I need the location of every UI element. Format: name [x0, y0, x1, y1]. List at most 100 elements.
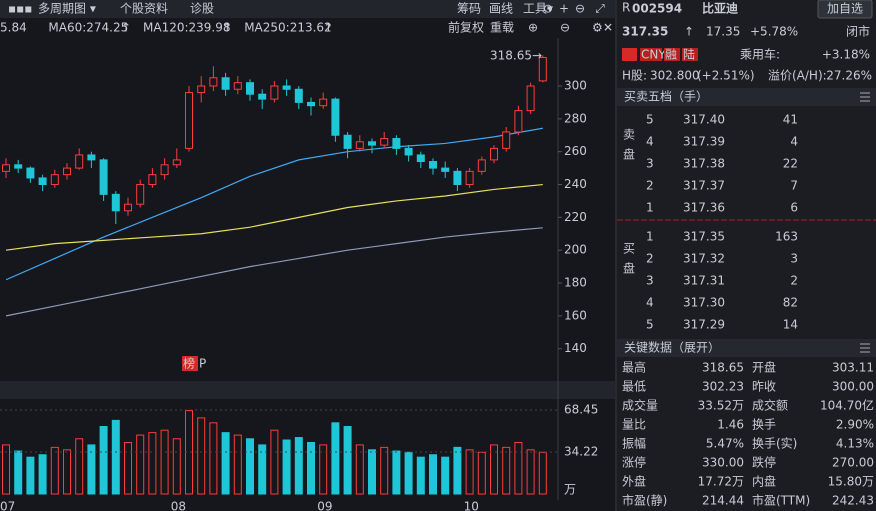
- volume-bar: [355, 444, 364, 495]
- volume-bar: [526, 449, 535, 495]
- sector: 乘用车:: [740, 47, 780, 62]
- volume-bar: [26, 456, 35, 495]
- badge[interactable]: 榜: [183, 356, 195, 371]
- toolbar-item[interactable]: 多周期图 ▾: [38, 2, 96, 16]
- volume-bar: [282, 439, 291, 495]
- candle-body: [477, 159, 486, 172]
- toolbar-icon[interactable]: ⤢: [594, 2, 605, 16]
- y-tick-label: 140: [564, 341, 587, 355]
- ma-arrow: ↑: [323, 21, 333, 35]
- ma-line: [5, 183, 543, 251]
- volume-bar: [331, 422, 340, 495]
- stock-code: 002594: [632, 2, 682, 16]
- key-label: 昨收: [752, 380, 776, 394]
- chart-tool[interactable]: 前复权: [448, 20, 484, 35]
- candle-body: [197, 85, 206, 94]
- candle-body: [368, 141, 376, 146]
- candle-body: [136, 184, 145, 205]
- volume-bar: [75, 438, 84, 495]
- candle-body: [514, 110, 523, 133]
- volume-bar: [111, 419, 120, 495]
- price: 317.35: [622, 25, 668, 39]
- y-tick-label: 180: [564, 276, 587, 290]
- level-volume: 3: [790, 252, 798, 266]
- volume-bar: [197, 417, 206, 495]
- side-panel: [617, 0, 876, 511]
- level-price: 317.37: [683, 179, 725, 193]
- key-value: 4.13%: [836, 437, 874, 451]
- level-price: 317.36: [683, 201, 725, 215]
- y-tick-label: 300: [564, 78, 587, 92]
- date-label: 08: [171, 500, 186, 511]
- candle-body: [221, 77, 230, 90]
- volume-bar: [416, 456, 425, 495]
- level: 5: [646, 113, 654, 127]
- candle-body: [404, 147, 413, 156]
- level: 2: [646, 252, 654, 266]
- level: 3: [646, 157, 654, 171]
- volume-bar: [63, 449, 71, 495]
- candle-body: [331, 98, 340, 136]
- level-volume: 2: [790, 274, 798, 288]
- y-tick-label: 240: [564, 177, 587, 191]
- close-icon[interactable]: ✕: [603, 21, 613, 35]
- ma-legend: MA60:274.25: [48, 21, 128, 35]
- ma-legend: MA250:213.62: [244, 21, 332, 35]
- book-side-label: 卖盘: [622, 128, 636, 168]
- level-price: 317.31: [683, 274, 725, 288]
- toolbar: [0, 0, 615, 18]
- toolbar-item[interactable]: 筹码: [457, 2, 481, 16]
- candle-body: [172, 159, 181, 166]
- key-label: 最低: [622, 380, 646, 394]
- date-label: 10: [464, 500, 479, 511]
- key-label: 市盈(TTM): [752, 493, 810, 508]
- candle-body: [111, 193, 120, 212]
- price-arrow: ↑: [684, 25, 694, 39]
- menu-button[interactable]: ▪▪▪: [8, 2, 32, 16]
- key-value: 318.65: [702, 361, 744, 375]
- tag-bg: [664, 48, 680, 61]
- volume-bar: [246, 438, 254, 495]
- y-tick-label: 200: [564, 243, 587, 257]
- level-volume: 4: [790, 135, 798, 149]
- toolbar-icon[interactable]: ⊖: [575, 2, 585, 16]
- volume-bar: [307, 441, 315, 495]
- candle-body: [526, 85, 535, 112]
- candle-body: [392, 138, 401, 149]
- key-value: 15.80万: [828, 475, 874, 489]
- toolbar-icon[interactable]: ⊙: [543, 2, 553, 16]
- add-watch[interactable]: 加自选: [827, 2, 863, 16]
- toolbar-icon[interactable]: +: [559, 2, 569, 16]
- toolbar-item[interactable]: 个股资料: [120, 2, 168, 16]
- tag: 陆: [683, 47, 695, 62]
- level-volume: 41: [783, 113, 798, 127]
- chart-tool[interactable]: ⚙: [592, 21, 603, 35]
- candle-body: [38, 177, 47, 186]
- level-price: 317.29: [683, 318, 725, 332]
- premium-label: 溢价(A/H):: [768, 69, 827, 83]
- volume-bar: [99, 426, 108, 495]
- volume-bar: [368, 449, 376, 495]
- volume-bar: [319, 444, 328, 495]
- level-price: 317.40: [683, 113, 725, 127]
- volume-bar: [538, 451, 547, 495]
- toolbar-item[interactable]: 工具▾: [523, 2, 553, 16]
- add-button[interactable]: [817, 0, 873, 19]
- toolbar-item[interactable]: 诊股: [190, 2, 214, 16]
- candle-body: [282, 85, 291, 90]
- chart-tool[interactable]: ⊕: [528, 21, 538, 35]
- chart-tool[interactable]: ⊖: [560, 21, 570, 35]
- candle-body: [14, 164, 23, 169]
- candle-body: [416, 154, 425, 163]
- badge-bg: [182, 356, 198, 371]
- volume-bar: [148, 432, 157, 495]
- level: 4: [646, 135, 654, 149]
- toolbar-item[interactable]: 画线: [489, 2, 513, 16]
- key-value: 104.70亿: [820, 398, 874, 413]
- section-header: [617, 339, 876, 357]
- level-volume: 6: [790, 201, 798, 215]
- chart-tool[interactable]: 重载: [490, 21, 514, 35]
- level: 2: [646, 179, 654, 193]
- candle-body: [270, 85, 279, 100]
